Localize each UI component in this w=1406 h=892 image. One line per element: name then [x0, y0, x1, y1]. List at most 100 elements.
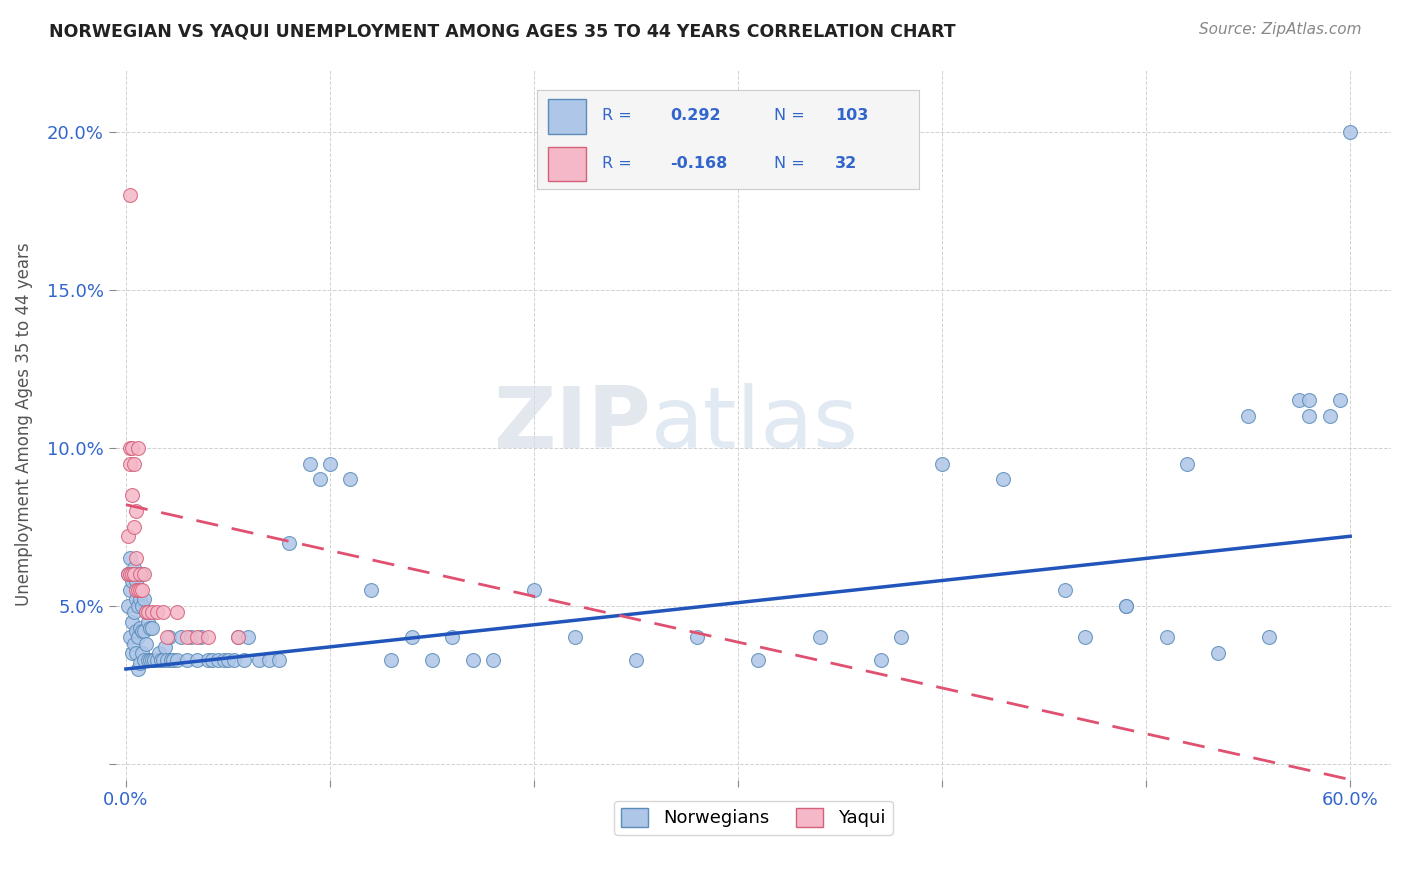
Point [127, 662, 149, 676]
Point [129, 582, 152, 597]
Point [186, 652, 208, 666]
Point [118, 441, 141, 455]
Point [217, 652, 239, 666]
Text: NORWEGIAN VS YAQUI UNEMPLOYMENT AMONG AGES 35 TO 44 YEARS CORRELATION CHART: NORWEGIAN VS YAQUI UNEMPLOYMENT AMONG AG… [49, 22, 956, 40]
Point [360, 582, 382, 597]
Point [148, 646, 170, 660]
Point [624, 652, 647, 666]
Point [118, 631, 141, 645]
Point [125, 574, 148, 588]
Point [222, 652, 245, 666]
Point [1156, 631, 1178, 645]
Text: Source: ZipAtlas.com: Source: ZipAtlas.com [1198, 22, 1361, 37]
Point [131, 582, 153, 597]
Point [298, 457, 321, 471]
Point [127, 599, 149, 613]
Point [118, 457, 141, 471]
Point [808, 631, 831, 645]
Point [131, 599, 153, 613]
Point [197, 631, 219, 645]
Point [125, 551, 148, 566]
Point [482, 652, 505, 666]
Legend: Norwegians, Yaqui: Norwegians, Yaqui [614, 801, 893, 835]
Point [461, 652, 484, 666]
Point [134, 592, 156, 607]
Point [1115, 599, 1137, 613]
Point [122, 561, 145, 575]
Point [890, 631, 912, 645]
Point [1237, 409, 1260, 424]
Point [420, 652, 443, 666]
Point [122, 567, 145, 582]
Point [564, 631, 586, 645]
Point [135, 605, 157, 619]
Point [117, 599, 139, 613]
Point [122, 637, 145, 651]
Point [267, 652, 290, 666]
Point [117, 529, 139, 543]
Point [156, 631, 179, 645]
Point [149, 652, 172, 666]
Point [523, 582, 546, 597]
Point [127, 631, 149, 645]
Point [156, 652, 179, 666]
Point [138, 652, 160, 666]
Point [122, 605, 145, 619]
Point [138, 605, 160, 619]
Point [129, 656, 152, 670]
Point [226, 631, 249, 645]
Point [190, 631, 212, 645]
Point [1329, 393, 1351, 408]
Point [127, 582, 149, 597]
Point [121, 615, 143, 629]
Point [125, 504, 148, 518]
Point [159, 652, 181, 666]
Point [118, 567, 141, 582]
Point [238, 631, 260, 645]
Point [134, 652, 156, 666]
Point [125, 646, 148, 660]
Point [1298, 393, 1320, 408]
Point [125, 592, 148, 607]
Point [121, 574, 143, 588]
Point [131, 646, 153, 660]
Point [1115, 599, 1137, 613]
Point [176, 652, 198, 666]
Point [121, 488, 143, 502]
Point [125, 624, 148, 638]
Point [247, 652, 270, 666]
Point [121, 646, 143, 660]
Point [212, 652, 235, 666]
Point [118, 188, 141, 202]
Point [380, 652, 402, 666]
Point [141, 652, 163, 666]
Point [139, 621, 162, 635]
Point [686, 631, 709, 645]
Point [131, 567, 153, 582]
Point [129, 567, 152, 582]
Point [319, 457, 342, 471]
Point [870, 652, 893, 666]
Point [141, 621, 163, 635]
Point [135, 637, 157, 651]
Point [117, 567, 139, 582]
Point [121, 567, 143, 582]
Point [118, 582, 141, 597]
Point [129, 592, 152, 607]
Point [145, 652, 167, 666]
Point [138, 615, 160, 629]
Point [233, 652, 256, 666]
Point [931, 457, 953, 471]
Point [226, 631, 249, 645]
Text: ZIP: ZIP [494, 383, 651, 466]
Point [135, 605, 157, 619]
Point [1175, 457, 1198, 471]
Point [127, 441, 149, 455]
Point [121, 441, 143, 455]
Point [180, 631, 202, 645]
Point [747, 652, 769, 666]
Point [207, 652, 229, 666]
Point [176, 631, 198, 645]
Point [1074, 631, 1097, 645]
Point [308, 472, 330, 486]
